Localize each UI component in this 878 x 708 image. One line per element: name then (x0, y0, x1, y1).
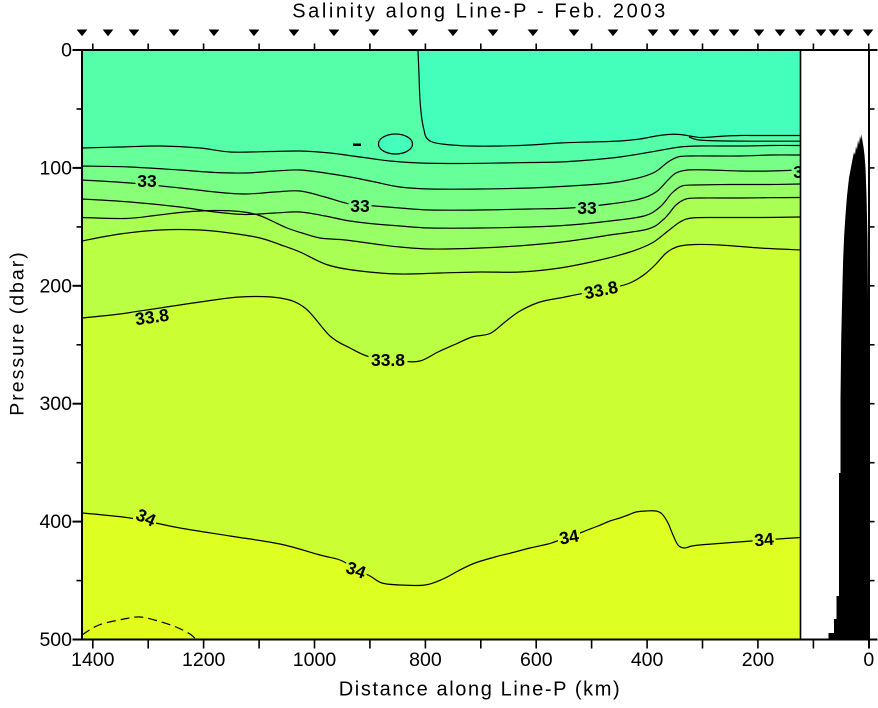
svg-text:33.8: 33.8 (371, 350, 405, 370)
svg-text:500: 500 (39, 629, 72, 651)
svg-text:1000: 1000 (293, 649, 337, 671)
svg-text:33: 33 (137, 171, 157, 191)
svg-text:Distance along Line-P (km): Distance along Line-P (km) (339, 679, 621, 701)
svg-text:0: 0 (61, 40, 72, 62)
svg-text:200: 200 (39, 275, 72, 297)
svg-text:400: 400 (39, 511, 72, 533)
svg-text:33: 33 (577, 198, 597, 218)
svg-text:0: 0 (863, 649, 874, 671)
svg-text:33: 33 (793, 162, 813, 182)
svg-text:33: 33 (350, 196, 370, 216)
svg-text:800: 800 (409, 649, 442, 671)
svg-text:33.8: 33.8 (134, 305, 171, 330)
svg-text:Salinity along Line-P - Feb. 2: Salinity along Line-P - Feb. 2003 (292, 1, 668, 23)
svg-text:1400: 1400 (71, 649, 115, 671)
svg-text:Pressure (dbar): Pressure (dbar) (7, 250, 29, 415)
svg-text:200: 200 (742, 649, 775, 671)
svg-text:300: 300 (39, 393, 72, 415)
svg-text:600: 600 (520, 649, 553, 671)
svg-text:400: 400 (631, 649, 664, 671)
svg-text:1200: 1200 (182, 649, 226, 671)
svg-text:100: 100 (39, 157, 72, 179)
svg-text:34: 34 (558, 525, 581, 548)
svg-text:34: 34 (753, 529, 774, 551)
